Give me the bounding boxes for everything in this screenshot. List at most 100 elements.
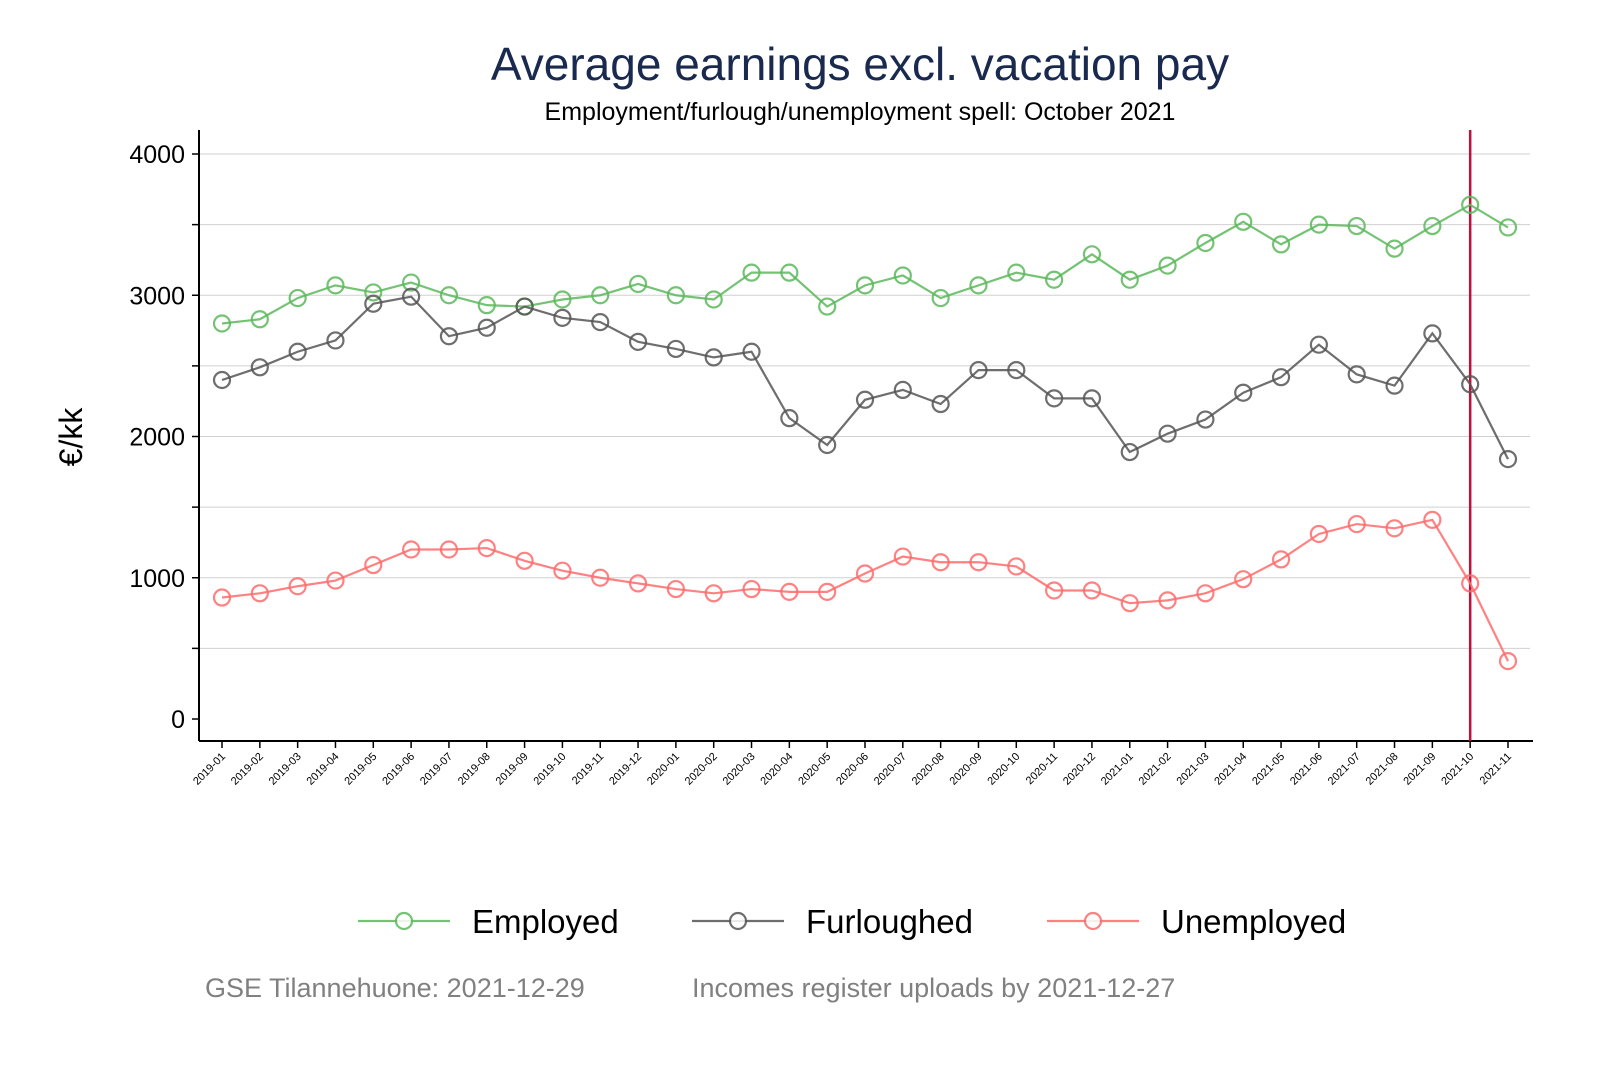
x-tick-label: 2019-12 bbox=[607, 751, 644, 788]
data-point bbox=[402, 540, 421, 559]
x-tick-label: 2021-08 bbox=[1364, 751, 1401, 788]
x-tick-label: 2021-03 bbox=[1174, 751, 1211, 788]
x-tick-label: 2020-12 bbox=[1061, 751, 1098, 788]
data-point bbox=[1309, 524, 1328, 544]
data-point bbox=[818, 297, 837, 316]
series-employed bbox=[212, 195, 1518, 333]
data-point bbox=[477, 318, 496, 337]
x-tick-label: 2021-07 bbox=[1326, 751, 1363, 788]
data-point bbox=[628, 574, 648, 593]
data-point bbox=[704, 290, 723, 309]
data-point bbox=[1271, 550, 1291, 569]
data-point bbox=[1309, 215, 1328, 234]
data-point bbox=[1007, 557, 1026, 576]
data-point bbox=[1158, 256, 1177, 275]
series-furloughed bbox=[212, 287, 1518, 469]
data-point bbox=[969, 361, 988, 380]
data-point bbox=[1461, 375, 1480, 394]
data-point bbox=[1423, 216, 1442, 236]
x-tick-label: 2019-04 bbox=[305, 751, 342, 788]
x-tick-label: 2021-10 bbox=[1439, 751, 1476, 788]
y-tick-label: 3000 bbox=[129, 282, 185, 310]
x-tick-label: 2020-10 bbox=[985, 751, 1022, 788]
data-point bbox=[1120, 270, 1139, 289]
x-tick-label: 2020-01 bbox=[645, 751, 682, 788]
data-point bbox=[666, 286, 685, 305]
data-point bbox=[628, 332, 648, 351]
series-line bbox=[221, 295, 1509, 460]
data-point bbox=[855, 390, 875, 409]
data-point bbox=[477, 296, 496, 315]
data-point bbox=[1196, 584, 1215, 603]
x-tick-label: 2021-01 bbox=[1099, 751, 1136, 788]
data-point bbox=[818, 435, 837, 455]
data-point bbox=[402, 287, 421, 306]
footer-upload-note: Incomes register uploads by 2021-12-27 bbox=[692, 973, 1175, 1003]
data-point bbox=[1309, 335, 1328, 354]
data-point bbox=[780, 409, 799, 428]
x-tick-label: 2021-06 bbox=[1288, 751, 1325, 788]
data-point bbox=[591, 312, 610, 332]
data-point bbox=[1423, 510, 1442, 529]
y-axis-label: €/kk bbox=[53, 407, 89, 467]
data-point bbox=[855, 564, 875, 583]
x-tick-label: 2021-11 bbox=[1478, 751, 1514, 787]
x-tick-label: 2021-05 bbox=[1250, 751, 1287, 788]
x-tick-label: 2019-08 bbox=[456, 751, 493, 788]
legend-item-unemployed: Unemployed bbox=[1047, 903, 1346, 940]
data-point bbox=[326, 276, 345, 295]
data-point bbox=[1385, 519, 1404, 538]
data-point bbox=[212, 314, 232, 333]
legend-label: Unemployed bbox=[1161, 903, 1346, 940]
data-point bbox=[515, 551, 534, 570]
data-point bbox=[893, 547, 912, 566]
data-point bbox=[742, 342, 761, 361]
legend-label: Employed bbox=[472, 903, 619, 940]
data-point bbox=[364, 555, 383, 575]
data-point bbox=[1271, 235, 1291, 254]
data-point bbox=[1196, 233, 1215, 253]
data-point bbox=[1385, 239, 1404, 258]
data-point bbox=[666, 579, 685, 599]
data-point bbox=[364, 283, 383, 302]
data-point bbox=[666, 339, 685, 359]
y-tick-label: 1000 bbox=[129, 565, 185, 593]
data-point bbox=[326, 331, 345, 350]
data-point bbox=[931, 553, 950, 572]
y-tick-label: 0 bbox=[171, 706, 185, 734]
data-point bbox=[250, 584, 269, 603]
x-tick-label: 2020-09 bbox=[948, 751, 985, 788]
data-point bbox=[1120, 442, 1139, 462]
data-point bbox=[250, 358, 269, 377]
data-point bbox=[1196, 410, 1215, 429]
series-line bbox=[221, 203, 1509, 325]
data-point bbox=[288, 577, 307, 596]
x-tick-label: 2019-03 bbox=[267, 751, 304, 788]
data-point bbox=[326, 571, 345, 590]
data-point bbox=[969, 276, 988, 295]
x-tick-label: 2021-02 bbox=[1137, 751, 1174, 788]
data-point bbox=[1461, 574, 1480, 593]
data-point bbox=[364, 294, 383, 313]
data-point bbox=[1082, 389, 1102, 408]
data-point bbox=[969, 553, 988, 572]
data-point bbox=[893, 380, 912, 399]
data-point bbox=[439, 540, 459, 559]
x-tick-label: 2020-03 bbox=[721, 751, 758, 788]
x-tick-label: 2019-02 bbox=[229, 751, 266, 788]
data-point bbox=[742, 579, 761, 599]
data-point bbox=[1498, 651, 1518, 671]
data-point bbox=[288, 288, 307, 308]
data-point bbox=[1082, 245, 1102, 264]
x-tick-label: 2020-07 bbox=[872, 751, 909, 788]
x-tick-label: 2020-02 bbox=[683, 751, 720, 788]
y-tick-label: 4000 bbox=[129, 141, 185, 169]
x-tick-label: 2021-04 bbox=[1212, 751, 1249, 788]
data-point bbox=[1007, 263, 1026, 282]
series-line bbox=[221, 518, 1509, 662]
data-point bbox=[818, 582, 837, 601]
data-point bbox=[628, 274, 648, 294]
data-point bbox=[1347, 365, 1366, 384]
